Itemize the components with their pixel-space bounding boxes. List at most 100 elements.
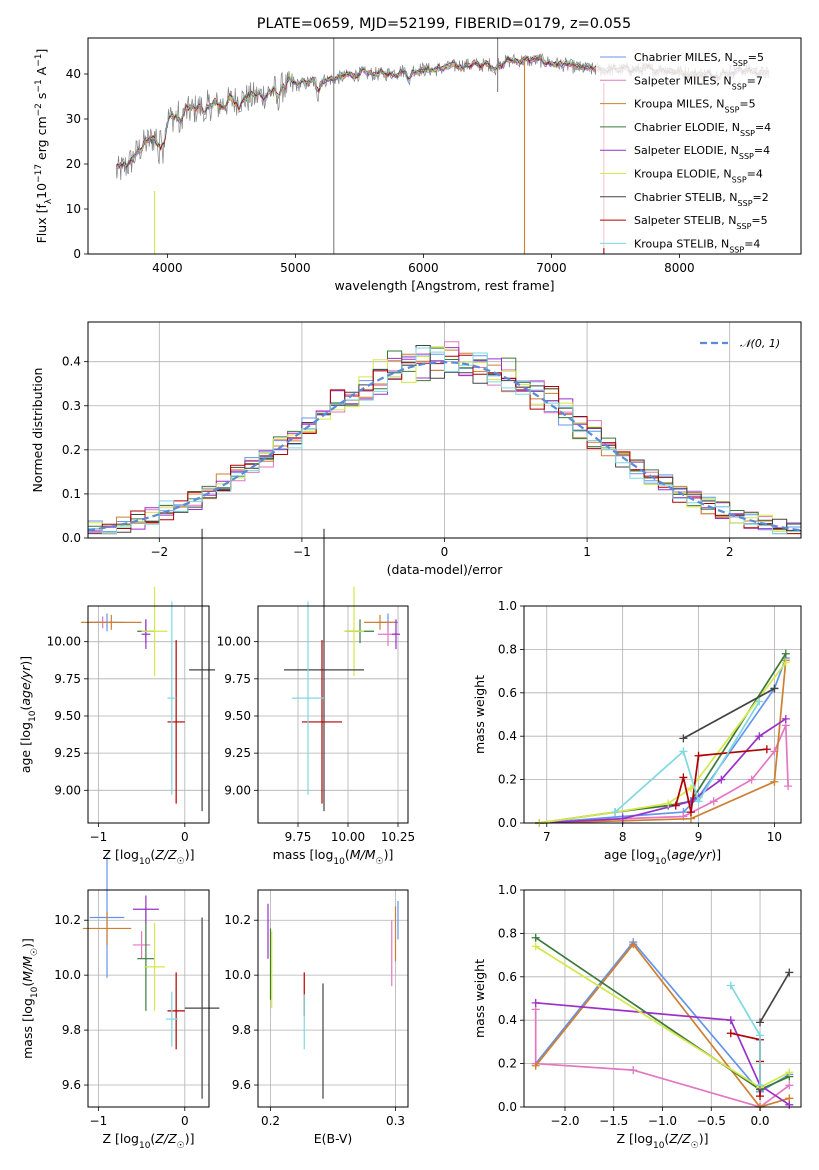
y-tick-label: 9.50 xyxy=(54,709,81,723)
legend-entry-sub: SSP xyxy=(740,128,755,137)
y-tick-label: 0.4 xyxy=(62,355,81,369)
grid-layer xyxy=(88,322,801,1108)
x-tick-label: −1 xyxy=(90,830,108,844)
x-tick-label: 4000 xyxy=(152,261,183,275)
mass-weight-marker xyxy=(726,981,735,990)
legend-entry-name: Chabrier STELIB, N xyxy=(634,191,738,204)
y-axis-label: mass [log10(M/M☉)] xyxy=(20,938,40,1059)
x-axis-label-part: )] xyxy=(699,1131,709,1146)
mass-weight-marker xyxy=(694,797,703,806)
x-axis-label-part: 10 xyxy=(653,1141,665,1151)
legend-entry-name: Kroupa STELIB, N xyxy=(634,237,729,250)
legend-entry: Salpeter MILES, NSSP=7 xyxy=(634,74,763,91)
axes-frame xyxy=(87,321,802,539)
mass-weight-marker xyxy=(726,1029,735,1038)
legend-entry: Kroupa STELIB, NSSP=4 xyxy=(634,237,760,254)
y-tick-label: 9.6 xyxy=(232,1078,251,1092)
mass-weight-line xyxy=(539,725,789,824)
axes-layer xyxy=(84,37,802,1111)
x-axis-label-part: wavelength [Angstrom, rest frame] xyxy=(334,278,554,293)
y-axis-label: mass weight xyxy=(472,675,487,754)
mass-weight-marker xyxy=(755,697,764,706)
legend-entry-name: Salpeter ELODIE, N xyxy=(634,144,739,157)
x-axis-label-part: ( xyxy=(666,847,671,862)
x-tick-label: 7000 xyxy=(536,261,567,275)
legend-entry-count: =5 xyxy=(751,214,767,227)
axes-frame xyxy=(257,605,409,824)
legend-entry-name: Chabrier ELODIE, N xyxy=(634,121,740,134)
x-axis-label: (data-model)/error xyxy=(387,562,504,577)
axes-frame xyxy=(523,889,802,1108)
legend: 𝒩(0, 1) xyxy=(700,337,780,350)
legend-entry: Chabrier MILES, NSSP=5 xyxy=(634,51,764,68)
y-tick-label: 0.3 xyxy=(62,399,81,413)
y-axis-label-part: 10 xyxy=(30,986,40,998)
mass-weight-line xyxy=(759,972,791,1023)
x-tick-label: −2 xyxy=(150,545,168,559)
y-tick-label: 10.0 xyxy=(224,968,251,982)
legend-background xyxy=(596,42,798,248)
mass-weight-marker xyxy=(726,1016,735,1025)
mass-weight-line xyxy=(730,985,761,1086)
mass-weight-line xyxy=(539,661,787,824)
y-tick-label: 9.75 xyxy=(54,672,81,686)
y-axis-label-part: −2 xyxy=(34,103,44,116)
x-axis-label-part: Z [log xyxy=(103,847,139,862)
mass-weight-line xyxy=(535,942,790,1108)
x-tick-label: 9.75 xyxy=(285,830,312,844)
y-tick-label: 0.4 xyxy=(498,1013,517,1027)
axes-frame xyxy=(87,889,210,1108)
x-tick-label: 7 xyxy=(543,830,551,844)
mass-weight-marker xyxy=(785,968,794,977)
x-tick-label: −1 xyxy=(293,545,311,559)
legend-entry: Salpeter STELIB, NSSP=5 xyxy=(634,214,768,231)
y-axis-label-part: )] xyxy=(18,656,33,666)
legend-entry-count: =4 xyxy=(744,237,760,250)
y-axis-label: Normed distribution xyxy=(30,368,45,493)
x-tick-label: −0.5 xyxy=(697,1114,726,1128)
x-axis-label-part: ( xyxy=(664,1131,669,1146)
y-axis-label-part: age/yr xyxy=(18,665,33,706)
y-tick-label: 1.0 xyxy=(498,599,517,613)
y-tick-label: 10.2 xyxy=(224,913,251,927)
legend-entry-sub: SSP xyxy=(732,175,747,184)
y-tick-label: 0.6 xyxy=(498,686,517,700)
y-axis-label-part: ( xyxy=(18,706,33,711)
legend-entry-sub: SSP xyxy=(736,222,751,231)
x-axis-label-part: )] xyxy=(384,847,394,862)
y-tick-label: 10.2 xyxy=(54,913,81,927)
x-tick-label: 0.0 xyxy=(750,1114,769,1128)
mass-weight-marker xyxy=(717,775,726,784)
legend-entry-sub: SSP xyxy=(732,82,747,91)
legend-entry-count: =4 xyxy=(754,144,770,157)
x-axis-label-part: 10 xyxy=(139,857,151,867)
y-tick-label: 10 xyxy=(66,202,81,216)
x-axis-label: E(B-V) xyxy=(314,1131,353,1146)
mass-weight-marker xyxy=(671,801,680,810)
x-axis-label: Z [log10(Z/Z☉)] xyxy=(103,847,195,867)
histogram-step xyxy=(88,345,801,535)
y-tick-label: 0.4 xyxy=(498,729,517,743)
y-axis-label-part: M/M xyxy=(20,956,35,982)
mass-weight-marker xyxy=(531,933,540,942)
x-axis-label-part: Z/Z xyxy=(154,847,177,862)
y-axis-label-part: ] xyxy=(34,49,49,54)
mass-weight-marker xyxy=(629,940,638,949)
legend-entry-sub: SSP xyxy=(733,59,748,68)
y-tick-label: 9.25 xyxy=(224,746,251,760)
mass-weight-marker xyxy=(664,799,673,808)
x-axis-label-part: )] xyxy=(185,847,195,862)
x-tick-label: 8000 xyxy=(664,261,695,275)
y-tick-label: 30 xyxy=(66,112,81,126)
mass-weight-marker xyxy=(756,1031,765,1040)
legend-entry: Chabrier ELODIE, NSSP=4 xyxy=(634,121,771,138)
y-tick-label: 0.0 xyxy=(62,531,81,545)
y-tick-label: 9.6 xyxy=(62,1078,81,1092)
y-tick-label: 9.8 xyxy=(62,1023,81,1037)
legend-entry: Kroupa ELODIE, NSSP=4 xyxy=(634,168,763,185)
legend-entry: Kroupa MILES, NSSP=5 xyxy=(634,98,756,115)
y-tick-label: 0.2 xyxy=(62,443,81,457)
y-axis-label: age [log10(age/yr)] xyxy=(18,656,38,773)
x-axis-label-part: ( xyxy=(150,847,155,862)
